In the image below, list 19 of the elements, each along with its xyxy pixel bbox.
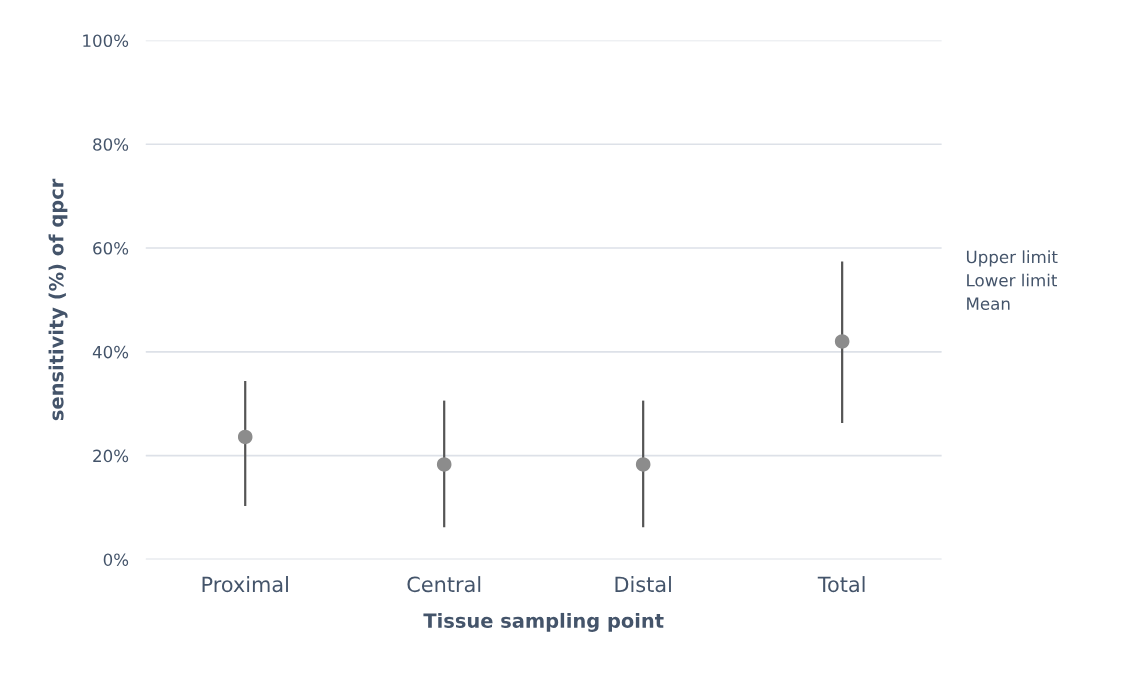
- x-tick-label: Central: [407, 576, 481, 593]
- text: Upper limit: [966, 250, 1058, 267]
- y-tick-label: 80%: [93, 138, 129, 151]
- x-axis-title: Tissue sampling point: [423, 612, 664, 632]
- y-tick-label: 0%: [103, 553, 129, 566]
- point: [436, 457, 452, 472]
- y-axis-title: sensitivity (%) of qpcr: [48, 178, 68, 421]
- point: [834, 334, 850, 349]
- y-tick-label: 40%: [92, 345, 129, 359]
- text: Mean: [967, 297, 1010, 310]
- point: [237, 429, 253, 445]
- text: Lower limit: [967, 273, 1058, 287]
- y-tick-label: 100%: [83, 34, 129, 48]
- y-tick-label: 20%: [93, 449, 129, 463]
- x-tick-label: Proximal: [202, 576, 288, 593]
- point: [635, 457, 651, 472]
- x-tick-label: Distal: [615, 576, 671, 593]
- y-tick-label: 60%: [93, 241, 129, 255]
- x-tick-label: Total: [817, 576, 865, 593]
